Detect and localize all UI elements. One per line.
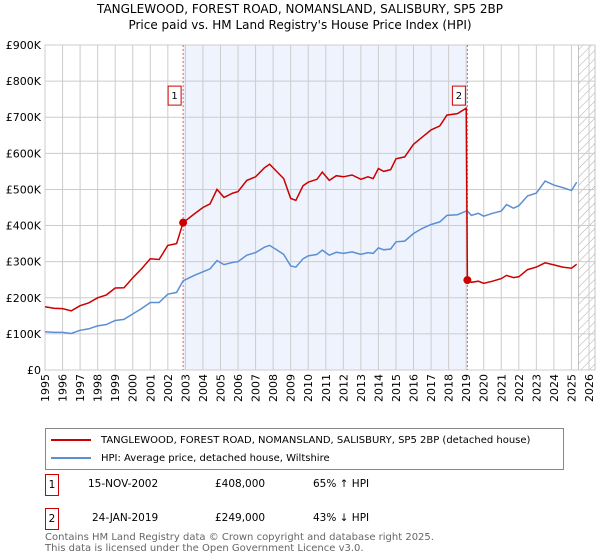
chart-title-line1: TANGLEWOOD, FOREST ROAD, NOMANSLAND, SAL… — [97, 2, 503, 16]
sale-row-1: 1 15-NOV-2002 £408,000 65% ↑ HPI — [45, 474, 565, 496]
x-tick-label: 2010 — [302, 374, 315, 402]
x-tick-label: 2023 — [530, 374, 543, 402]
sale-delta: 43% ↓ HPI — [313, 512, 370, 524]
y-tick-label: £700K — [6, 111, 42, 124]
sale-price: £249,000 — [215, 512, 266, 524]
x-tick-label: 2000 — [127, 374, 140, 402]
legend: TANGLEWOOD, FOREST ROAD, NOMANSLAND, SAL… — [45, 428, 564, 470]
x-tick-label: 1999 — [109, 374, 122, 402]
x-tick-label: 1998 — [92, 374, 105, 402]
sale-label-box — [451, 85, 466, 106]
footer-line2: This data is licensed under the Open Gov… — [45, 543, 364, 554]
x-tick-label: 2012 — [337, 374, 350, 402]
footer-line1: Contains HM Land Registry data © Crown c… — [45, 532, 434, 543]
y-tick-label: £300K — [6, 256, 42, 269]
hpi-line — [44, 180, 578, 335]
x-tick-label: 2009 — [285, 374, 298, 402]
legend-label-property: TANGLEWOOD, FOREST ROAD, NOMANSLAND, SAL… — [101, 434, 531, 446]
x-tick-label: 2026 — [583, 374, 596, 402]
y-tick-label: £500K — [6, 183, 42, 196]
y-tick-label: £200K — [6, 292, 42, 305]
x-tick-label: 2002 — [162, 374, 175, 402]
x-tick-label: 2013 — [355, 374, 368, 402]
x-tick-label: 2022 — [513, 374, 526, 402]
x-tick-label: 2001 — [144, 374, 157, 402]
sale-label-box — [167, 85, 182, 106]
y-tick-label: £800K — [6, 75, 42, 88]
property-price-line — [44, 106, 578, 312]
footer: Contains HM Land Registry data © Crown c… — [45, 532, 434, 554]
sale-badge: 1 — [45, 474, 59, 496]
x-tick-label: 1995 — [39, 374, 52, 402]
legend-item-hpi: HPI: Average price, detached house, Wilt… — [51, 450, 330, 466]
x-tick-label: 2006 — [232, 374, 245, 402]
legend-label-hpi: HPI: Average price, detached house, Wilt… — [101, 452, 330, 464]
sale-date: 24-JAN-2019 — [92, 512, 159, 524]
x-tick-label: 2005 — [214, 374, 227, 402]
x-tick-label: 1996 — [57, 374, 70, 402]
ownership-shade — [183, 45, 468, 370]
y-tick-label: £900K — [6, 39, 42, 52]
sale-price: £408,000 — [215, 478, 266, 490]
legend-item-property: TANGLEWOOD, FOREST ROAD, NOMANSLAND, SAL… — [51, 432, 530, 448]
x-tick-label: 2024 — [548, 374, 561, 402]
x-tick-label: 2008 — [267, 374, 280, 402]
x-tick-label: 2020 — [478, 374, 491, 402]
x-tick-label: 2025 — [565, 374, 578, 402]
x-tick-label: 2017 — [425, 374, 438, 402]
legend-swatch-blue — [51, 457, 91, 459]
x-tick-label: 2019 — [460, 374, 473, 402]
x-tick-label: 2015 — [390, 374, 403, 402]
sale-point — [463, 276, 472, 285]
sale-badge: 2 — [45, 508, 59, 530]
y-tick-label: £600K — [6, 147, 42, 160]
sale-date: 15-NOV-2002 — [88, 478, 159, 490]
x-tick-label: 1997 — [74, 374, 87, 402]
legend-swatch-red — [51, 439, 91, 441]
chart-title-line2: Price paid vs. HM Land Registry's House … — [128, 18, 472, 32]
x-tick-label: 2011 — [320, 374, 333, 402]
y-tick-label: £100K — [6, 328, 42, 341]
y-tick-label: £0 — [27, 364, 41, 377]
x-tick-label: 2004 — [197, 374, 210, 402]
x-tick-label: 2003 — [179, 374, 192, 402]
sale-delta: 65% ↑ HPI — [313, 478, 370, 490]
x-tick-label: 2018 — [443, 374, 456, 402]
y-tick-label: £400K — [6, 220, 42, 233]
x-tick-label: 2007 — [250, 374, 263, 402]
x-tick-label: 2016 — [408, 374, 421, 402]
sale-row-2: 2 24-JAN-2019 £249,000 43% ↓ HPI — [45, 508, 565, 530]
sale-label: 2 — [456, 91, 462, 102]
sale-label: 1 — [171, 91, 177, 102]
price-chart: 1 2 £0 £100K £200K £300K £400K £500K £600K £700K £… — [6, 39, 596, 402]
future-hatch — [578, 44, 596, 371]
sale-point — [179, 218, 188, 227]
x-tick-label: 2014 — [372, 374, 385, 402]
x-tick-label: 2021 — [495, 374, 508, 402]
